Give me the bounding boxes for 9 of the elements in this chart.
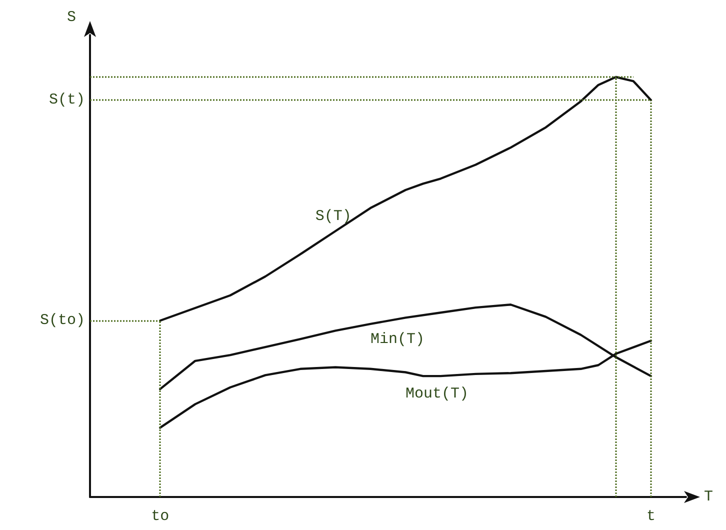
ref-line-label: S(to) bbox=[40, 312, 85, 330]
x-axis-title: T bbox=[704, 488, 714, 506]
series-label: S(T) bbox=[315, 208, 352, 226]
x-tick-label: to bbox=[151, 508, 170, 525]
series-label: Min(T) bbox=[370, 330, 424, 348]
ref-line-label: S(t) bbox=[48, 92, 85, 109]
x-tick-label: t bbox=[646, 508, 656, 525]
series-label: Mout(T) bbox=[406, 385, 469, 402]
y-axis-title: S bbox=[66, 9, 76, 26]
